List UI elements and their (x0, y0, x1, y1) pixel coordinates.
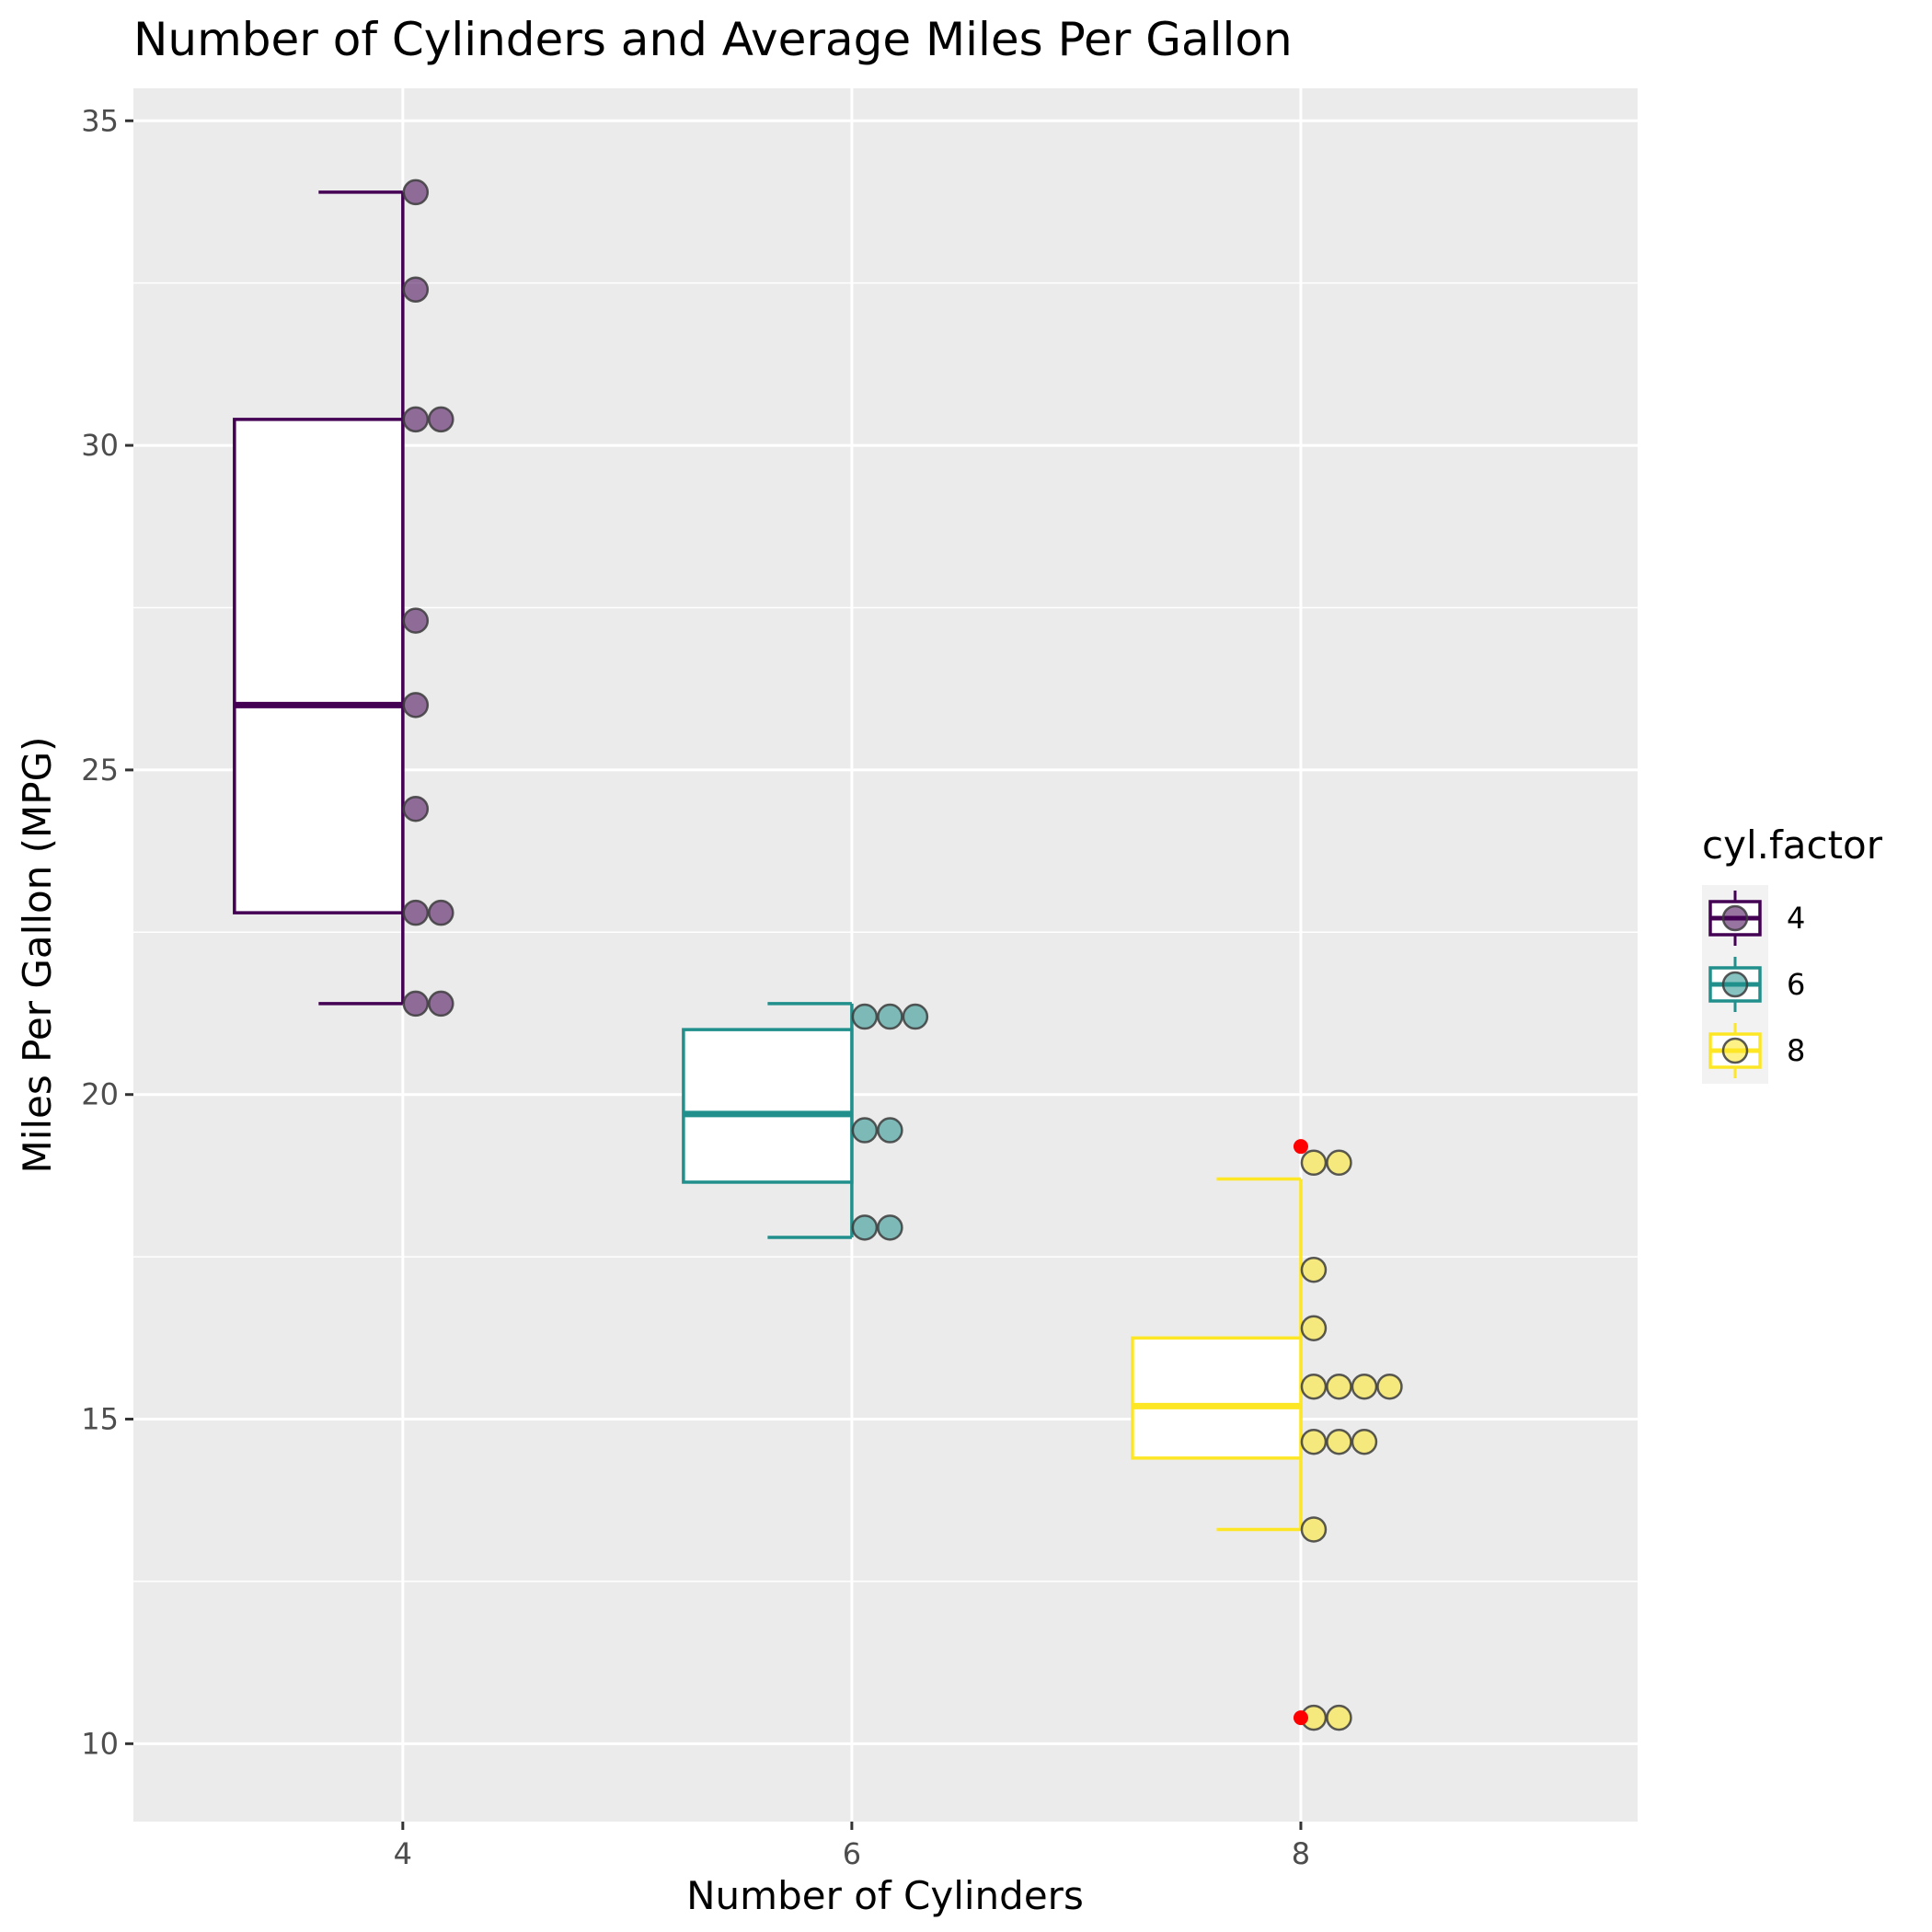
legend-dot (1721, 1037, 1749, 1064)
data-point (402, 990, 430, 1018)
data-point (1326, 1428, 1352, 1455)
legend-key-4: 4 (1708, 891, 1805, 946)
dots-8 (1293, 1139, 1403, 1731)
data-point (402, 692, 430, 719)
data-point (1326, 1149, 1352, 1177)
y-tick-label: 35 (81, 103, 119, 138)
data-point (1300, 1149, 1328, 1177)
data-point (1300, 1428, 1328, 1455)
data-point (877, 1117, 903, 1144)
box (1131, 1336, 1303, 1460)
dots-4 (402, 178, 454, 1018)
data-point (402, 406, 430, 433)
legend: cyl.factor 4 6 8 (1702, 822, 1883, 1084)
legend-key-8: 8 (1708, 1023, 1805, 1078)
outlier-point (1293, 1710, 1308, 1726)
legend-dot (1721, 971, 1749, 998)
chart-title: Number of Cylinders and Average Miles Pe… (133, 13, 1293, 66)
data-point (851, 1214, 879, 1241)
legend-label: 4 (1787, 901, 1805, 936)
y-tick-label: 20 (81, 1077, 119, 1112)
x-tick-label: 8 (1292, 1836, 1310, 1871)
plot-panel (133, 88, 1638, 1822)
y-tick-label: 15 (81, 1402, 119, 1437)
data-point (1300, 1516, 1328, 1543)
boxplot-8 (1131, 1177, 1303, 1532)
data-point (851, 1003, 879, 1030)
legend-dot (1721, 904, 1749, 932)
dots-6 (851, 1003, 929, 1241)
data-point (851, 1117, 879, 1144)
data-point (1326, 1373, 1352, 1400)
x-axis-title: Number of Cylinders (686, 1873, 1084, 1918)
data-point (402, 178, 430, 206)
data-point (1300, 1315, 1328, 1341)
box (682, 1028, 854, 1184)
data-point (402, 899, 430, 926)
boxplots (233, 190, 1303, 1532)
legend-key-6: 6 (1708, 957, 1805, 1012)
y-tick-label: 30 (81, 428, 119, 463)
data-point (428, 990, 454, 1018)
data-point (1351, 1373, 1378, 1400)
y-tick-label: 25 (81, 753, 119, 788)
data-point (1326, 1704, 1352, 1731)
y-axis-title: Miles Per Gallon (MPG) (15, 736, 60, 1173)
data-point (877, 1214, 903, 1241)
boxplot-4 (233, 190, 405, 1006)
legend-label: 6 (1787, 967, 1805, 1002)
x-tick-label: 6 (843, 1836, 861, 1871)
data-point (428, 406, 454, 433)
data-points (402, 178, 1403, 1731)
data-point (877, 1003, 903, 1030)
legend-keys: 4 6 8 (1702, 885, 1805, 1084)
data-point (402, 276, 430, 303)
box (233, 418, 405, 914)
y-tick-label: 10 (81, 1726, 119, 1761)
data-point (1300, 1256, 1328, 1283)
data-point (402, 795, 430, 822)
data-point (428, 899, 454, 926)
data-point (1351, 1428, 1378, 1455)
data-point (402, 607, 430, 634)
x-tick-label: 4 (394, 1836, 412, 1871)
data-point (1300, 1373, 1328, 1400)
boxplot-6 (682, 1002, 854, 1239)
legend-label: 8 (1787, 1033, 1805, 1068)
data-point (902, 1003, 929, 1030)
legend-title: cyl.factor (1702, 822, 1883, 868)
axes: 10 15 20 25 30 35 4 6 8 (81, 103, 1310, 1871)
data-point (1376, 1373, 1403, 1400)
outlier-point (1293, 1139, 1308, 1155)
